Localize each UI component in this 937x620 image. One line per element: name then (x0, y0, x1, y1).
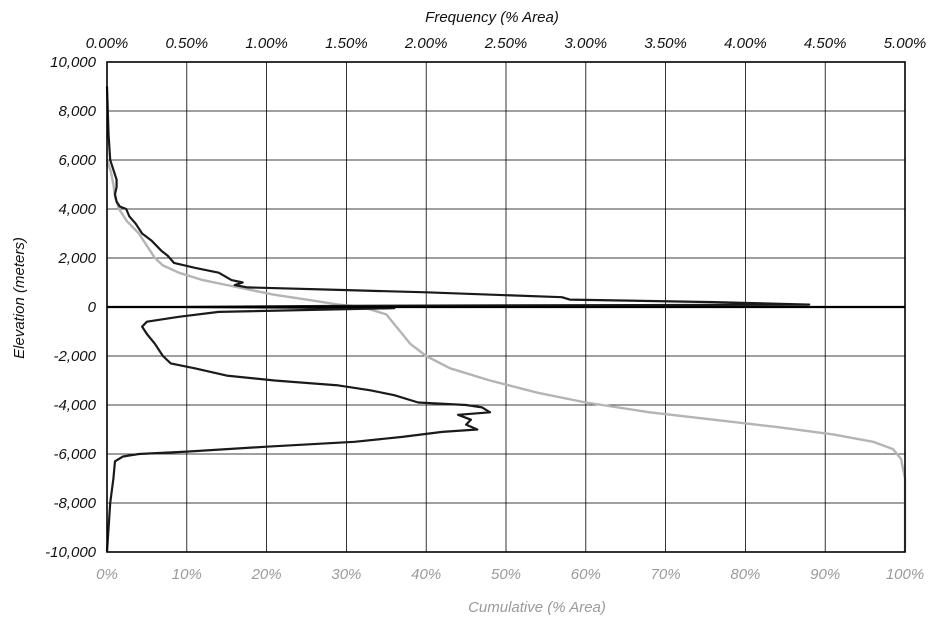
y-tick-label: -10,000 (45, 544, 97, 561)
y-tick-label: -4,000 (53, 397, 96, 414)
bottom-tick-label: 0% (96, 566, 118, 583)
top-tick-label: 3.00% (565, 35, 608, 52)
bottom-tick-label: 30% (331, 566, 361, 583)
frequency-series-line (105, 86, 811, 553)
bottom-tick-label: 70% (651, 566, 681, 583)
y-tick-label: -8,000 (53, 495, 96, 512)
y-tick-label: -6,000 (53, 446, 96, 463)
bottom-tick-label: 50% (491, 566, 521, 583)
y-tick-label: 0 (88, 299, 97, 316)
top-axis-title: Frequency (% Area) (425, 9, 559, 26)
bottom-tick-label: 90% (810, 566, 840, 583)
top-tick-label: 1.00% (245, 35, 288, 52)
top-tick-label: 5.00% (884, 35, 927, 52)
cumulative-series-line (105, 159, 907, 552)
top-tick-label: 3.50% (644, 35, 687, 52)
top-tick-label: 1.50% (325, 35, 368, 52)
bottom-tick-label: 20% (251, 566, 282, 583)
y-tick-label: 6,000 (58, 152, 96, 169)
bottom-tick-label: 80% (730, 566, 760, 583)
y-tick-label: 2,000 (57, 250, 96, 267)
y-tick-label: 8,000 (58, 103, 96, 120)
bottom-tick-label: 100% (886, 566, 924, 583)
y-tick-label: 4,000 (58, 201, 96, 218)
tick-labels: 0.00% 0.50% 1.00% 1.50% 2.00% 2.50% 3.00% 3.50%… (45, 35, 926, 583)
y-axis-title: Elevation (meters) (11, 237, 28, 359)
bottom-tick-label: 10% (172, 566, 202, 583)
series-layer (105, 86, 907, 553)
top-tick-label: 0.50% (166, 35, 209, 52)
bottom-tick-label: 40% (411, 566, 441, 583)
top-tick-label: 2.00% (404, 35, 448, 52)
y-tick-label: -2,000 (53, 348, 96, 365)
top-tick-label: 2.50% (484, 35, 528, 52)
bottom-tick-label: 60% (571, 566, 601, 583)
top-tick-label: 4.00% (724, 35, 767, 52)
top-tick-label: 0.00% (86, 35, 129, 52)
y-tick-label: 10,000 (50, 54, 97, 71)
bottom-axis-title: Cumulative (% Area) (468, 599, 606, 616)
top-tick-label: 4.50% (804, 35, 847, 52)
